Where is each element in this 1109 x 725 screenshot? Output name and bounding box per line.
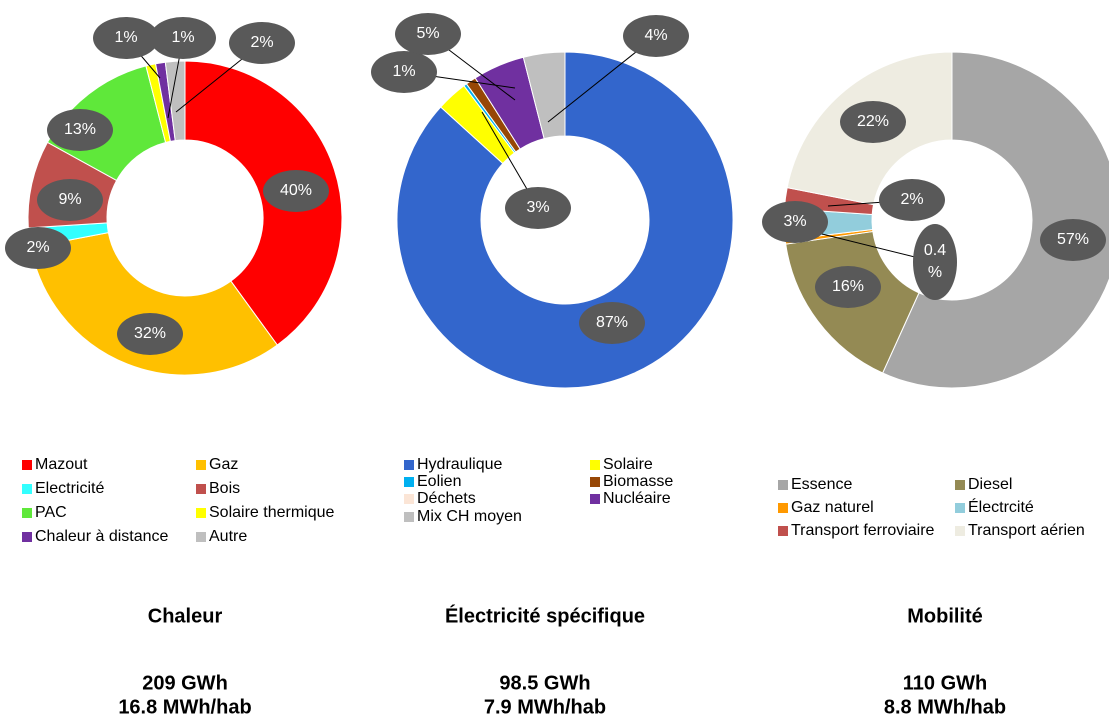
label-bubble bbox=[47, 109, 113, 151]
slice bbox=[164, 60, 186, 142]
legend-label: Déchets bbox=[417, 490, 476, 507]
legend-label: Autre bbox=[209, 528, 247, 545]
data-label: 1% bbox=[392, 63, 415, 80]
chart-total: 16.8 MWh/hab bbox=[118, 696, 251, 718]
data-label: 4% bbox=[644, 27, 667, 44]
label-bubble bbox=[913, 224, 957, 300]
label-bubble bbox=[505, 187, 571, 229]
label-bubble bbox=[5, 227, 71, 269]
data-label: 16% bbox=[832, 278, 864, 295]
legend-label: Transport ferroviaire bbox=[791, 522, 935, 539]
data-label: 40% bbox=[280, 182, 312, 199]
label-bubble bbox=[879, 179, 945, 221]
legend-swatch bbox=[778, 526, 788, 536]
legend-swatch bbox=[955, 526, 965, 536]
legend-swatch bbox=[196, 532, 206, 542]
legend-label: Gaz bbox=[209, 456, 238, 473]
label-part: 0.4 bbox=[924, 242, 946, 259]
legend-label: Gaz naturel bbox=[791, 499, 874, 516]
label-bubble bbox=[117, 313, 183, 355]
legend-swatch bbox=[590, 460, 600, 470]
legend-label: Biomasse bbox=[603, 473, 673, 490]
label-bubble bbox=[37, 179, 103, 221]
label-bubble bbox=[150, 17, 216, 59]
chart-title: Électricité spécifique bbox=[445, 604, 645, 627]
data-label: 57% bbox=[1057, 231, 1089, 248]
chart-title: Chaleur bbox=[148, 605, 223, 627]
data-label: 3% bbox=[783, 213, 806, 230]
legend-swatch bbox=[404, 494, 414, 504]
label-bubble bbox=[840, 101, 906, 143]
legend-swatch bbox=[778, 480, 788, 490]
chart-total: 98.5 GWh bbox=[499, 672, 590, 694]
legend-label: Solaire bbox=[603, 456, 653, 473]
legend-swatch bbox=[22, 484, 32, 494]
label-bubble bbox=[371, 51, 437, 93]
legend-swatch bbox=[196, 460, 206, 470]
legend-label: Électrcité bbox=[968, 497, 1034, 516]
label-part: % bbox=[928, 264, 942, 281]
chart-total: 8.8 MWh/hab bbox=[884, 696, 1006, 718]
chart-total: 209 GWh bbox=[142, 672, 228, 694]
data-label: 13% bbox=[64, 121, 96, 138]
label-bubble bbox=[263, 170, 329, 212]
data-label: 2% bbox=[250, 34, 273, 51]
data-label: 2% bbox=[26, 239, 49, 256]
label-bubble bbox=[229, 22, 295, 64]
label-bubble bbox=[395, 13, 461, 55]
legend-swatch bbox=[590, 477, 600, 487]
legend-label: Hydraulique bbox=[417, 456, 502, 473]
legend-swatch bbox=[22, 532, 32, 542]
label-bubble bbox=[579, 302, 645, 344]
label-bubble bbox=[1040, 219, 1106, 261]
legend-swatch bbox=[955, 503, 965, 513]
label-bubble bbox=[762, 201, 828, 243]
data-label: 1% bbox=[114, 29, 137, 46]
chart-total: 7.9 MWh/hab bbox=[484, 696, 606, 718]
data-label: 32% bbox=[134, 325, 166, 342]
legend-label: Essence bbox=[791, 476, 852, 493]
label-bubble bbox=[93, 17, 159, 59]
legend-label: Mix CH moyen bbox=[417, 508, 522, 525]
data-label: 0.4% bbox=[924, 242, 946, 281]
legend-swatch bbox=[778, 503, 788, 513]
slice bbox=[30, 232, 278, 376]
slice bbox=[396, 51, 734, 389]
label-bubble bbox=[815, 266, 881, 308]
legend-label: Eolien bbox=[417, 473, 461, 490]
legend-label: Solaire thermique bbox=[209, 504, 335, 521]
legend-label: Mazout bbox=[35, 456, 88, 473]
legend-label: PAC bbox=[35, 504, 67, 521]
data-label: 22% bbox=[857, 113, 889, 130]
legend-label: Transport aérien bbox=[968, 522, 1085, 539]
slice bbox=[881, 51, 1109, 389]
data-label: 1% bbox=[171, 29, 194, 46]
legend-swatch bbox=[404, 477, 414, 487]
chart-total: 110 GWh bbox=[903, 672, 987, 694]
chart-title: Mobilité bbox=[907, 605, 983, 627]
legend-swatch bbox=[590, 494, 600, 504]
legend-swatch bbox=[196, 484, 206, 494]
label-bubble bbox=[623, 15, 689, 57]
legend-swatch bbox=[404, 512, 414, 522]
data-label: 2% bbox=[900, 191, 923, 208]
legend-label: Electricité bbox=[35, 480, 104, 497]
legend-swatch bbox=[22, 508, 32, 518]
legend-swatch bbox=[196, 508, 206, 518]
legend-label: Chaleur à distance bbox=[35, 528, 169, 545]
data-label: 3% bbox=[526, 199, 549, 216]
legend-label: Diesel bbox=[968, 476, 1012, 493]
legend-label: Bois bbox=[209, 480, 240, 497]
data-label: 87% bbox=[596, 314, 628, 331]
legend-swatch bbox=[955, 480, 965, 490]
legend-label: Nucléaire bbox=[603, 490, 671, 507]
data-label: 5% bbox=[416, 25, 439, 42]
data-label: 9% bbox=[58, 191, 81, 208]
legend-swatch bbox=[22, 460, 32, 470]
legend-swatch bbox=[404, 460, 414, 470]
slice bbox=[184, 60, 343, 346]
